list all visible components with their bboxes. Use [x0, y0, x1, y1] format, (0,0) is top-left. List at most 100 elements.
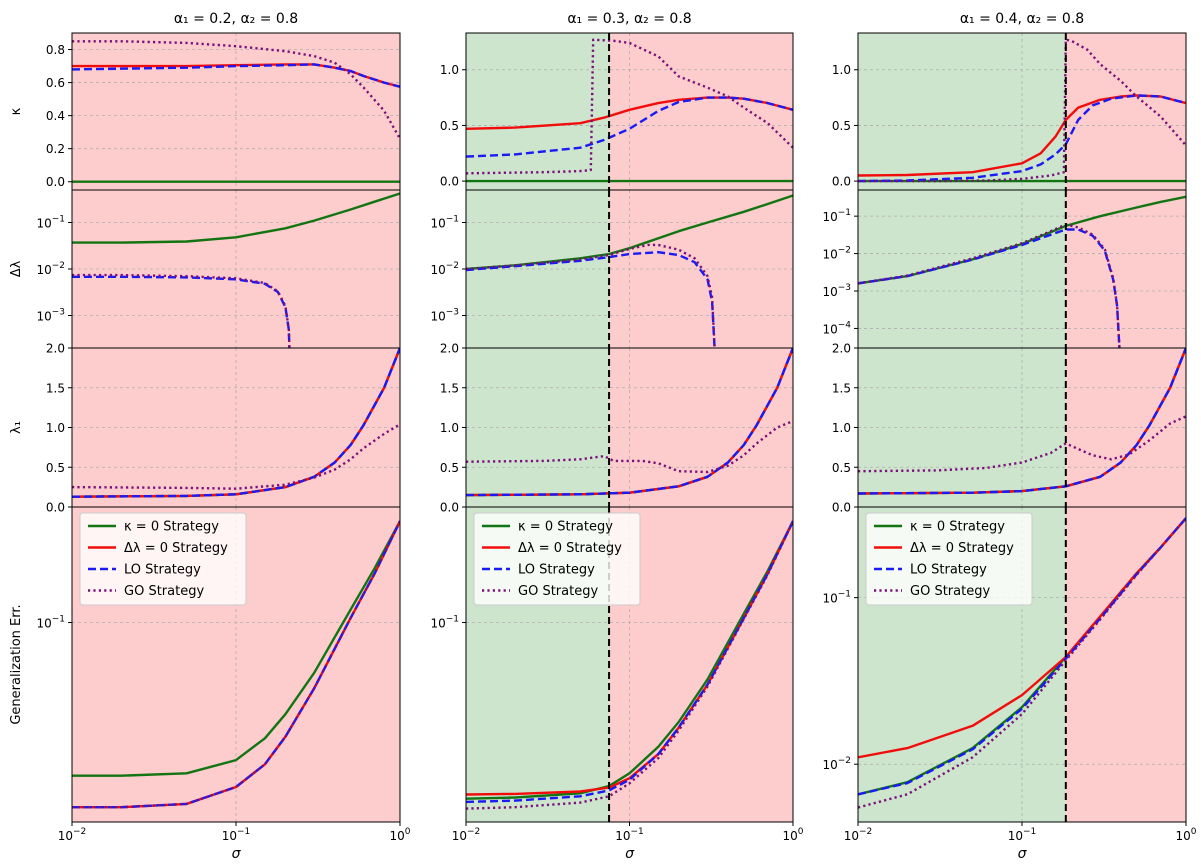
legend-label: Δλ = 0 Strategy — [518, 541, 622, 556]
series-line — [466, 250, 716, 348]
y-tick-label: 1.5 — [46, 381, 65, 395]
y-tick-label: 1.0 — [440, 421, 459, 435]
legend: κ = 0 Strategy Δλ = 0 Strategy LO Strategy… — [79, 512, 247, 606]
panel-column-3: α₁ = 0.4, α₂ = 0.80.00.51.010−410−310−21… — [822, 11, 1196, 862]
y-axis-label: κ — [9, 107, 24, 115]
series-line — [466, 520, 793, 804]
series-line — [72, 192, 400, 244]
series-group — [466, 520, 793, 810]
series-line — [72, 423, 400, 490]
y-tick-label: 2.0 — [46, 342, 65, 356]
x-tick-label: 10−2 — [58, 827, 87, 843]
legend-label: GO Strategy — [518, 584, 598, 599]
favorable-region — [466, 33, 610, 190]
y-axis-label: Δλ — [9, 260, 24, 277]
series-line — [72, 520, 400, 809]
series-line — [72, 40, 400, 140]
legend-label: Δλ = 0 Strategy — [910, 541, 1014, 556]
legend-label: κ = 0 Strategy — [124, 520, 219, 535]
series-line — [858, 517, 1186, 809]
series-line — [72, 273, 291, 348]
series-group — [72, 520, 400, 809]
y-tick-label: 10−1 — [822, 590, 851, 606]
y-tick-label: 1.0 — [440, 63, 459, 77]
y-tick-label: 2.0 — [440, 342, 459, 356]
subplot-2-2: 10−3 10−2 10−1 — [430, 189, 794, 349]
series-line — [858, 94, 1186, 177]
unfavorable-region — [1065, 190, 1186, 348]
x-axis-label: σ — [232, 846, 242, 862]
x-axis-label: σ — [1018, 846, 1028, 862]
subplot-3-2: 10−4 10−3 10−2 10−1 — [822, 189, 1187, 349]
y-tick-label: 10−4 — [822, 320, 851, 336]
panel-title: α₁ = 0.3, α₂ = 0.8 — [567, 11, 691, 27]
y-tick-label: 0.0 — [440, 175, 459, 189]
series-line — [858, 38, 1186, 183]
series-group — [72, 348, 400, 498]
series-line — [858, 348, 1186, 495]
series-group — [466, 194, 793, 348]
series-line — [72, 520, 400, 777]
legend-box — [473, 512, 641, 606]
subplot-2-3: 0.0 0.5 1.0 1.5 2.0 — [440, 342, 794, 515]
x-tick-label: 10−1 — [1008, 827, 1037, 843]
y-tick-label: 1.5 — [832, 381, 851, 395]
favorable-region — [858, 190, 1066, 348]
y-axis-label: λ₁ — [9, 421, 24, 434]
y-tick-label: 0.0 — [440, 501, 459, 515]
legend-label: GO Strategy — [124, 584, 204, 599]
y-tick-label: 0.5 — [440, 119, 459, 133]
y-tick-label: 0.0 — [46, 501, 65, 515]
y-tick-label: 1.0 — [46, 421, 65, 435]
y-tick-label: 1.5 — [440, 381, 459, 395]
series-line — [466, 96, 793, 158]
y-tick-label: 10−1 — [36, 215, 65, 231]
x-tick-label: 100 — [1175, 827, 1196, 843]
y-tick-label: 0.6 — [46, 76, 65, 90]
unfavorable-region — [1065, 348, 1186, 507]
y-tick-label: 1.0 — [832, 421, 851, 435]
y-tick-label: 10−2 — [822, 756, 851, 772]
y-tick-label: 2.0 — [832, 342, 851, 356]
series-line — [466, 38, 793, 175]
panel-column-2: α₁ = 0.3, α₂ = 0.8 0.0 0.5 1.0 10−3 10−2 10−1 0… — [430, 11, 803, 862]
panel-column-1: α₁ = 0.2, α₂ = 0.80.00.20.40.60.8κ10−310… — [9, 11, 411, 862]
favorable-region — [466, 348, 610, 507]
series-group — [466, 38, 793, 183]
subplot-2-1: 0.0 0.5 1.0 — [440, 32, 794, 191]
series-line — [466, 520, 793, 810]
legend: κ = 0 Strategy Δλ = 0 Strategy LO Strategy… — [865, 512, 1033, 606]
panel-title: α₁ = 0.4, α₂ = 0.8 — [960, 11, 1084, 27]
y-tick-label: 10−3 — [822, 283, 851, 299]
y-tick-label: 10−2 — [822, 246, 851, 262]
series-line — [858, 517, 1186, 796]
unfavorable-region — [609, 33, 793, 190]
subplot-3-1: 0.0 0.5 1.0 — [832, 32, 1187, 191]
y-tick-label: 10−2 — [430, 261, 459, 277]
favorable-region — [858, 33, 1066, 190]
y-tick-label: 0.5 — [440, 461, 459, 475]
x-tick-label: 10−2 — [844, 827, 873, 843]
y-axis-label: Generalization Err. — [9, 604, 24, 724]
y-tick-label: 0.0 — [832, 175, 851, 189]
x-tick-label: 100 — [389, 827, 410, 843]
series-line — [466, 243, 716, 348]
y-tick-label: 0.2 — [46, 142, 65, 156]
series-line — [858, 223, 1121, 348]
legend-label: GO Strategy — [910, 584, 990, 599]
x-tick-label: 10−1 — [615, 827, 644, 843]
series-line — [72, 348, 400, 498]
series-line — [858, 228, 1121, 348]
y-tick-label: 0.5 — [46, 461, 65, 475]
y-tick-label: 10−3 — [430, 307, 459, 323]
legend-box — [865, 512, 1033, 606]
y-tick-label: 10−3 — [36, 307, 65, 323]
y-tick-label: 10−1 — [822, 208, 851, 224]
y-tick-label: 10−1 — [430, 215, 459, 231]
y-tick-label: 0.0 — [46, 175, 65, 189]
subplot-3-3: 0.0 0.5 1.0 1.5 2.0 — [832, 342, 1187, 515]
y-tick-label: 0.4 — [46, 109, 65, 123]
y-tick-label: 10−1 — [36, 615, 65, 631]
y-tick-label: 0.0 — [832, 501, 851, 515]
